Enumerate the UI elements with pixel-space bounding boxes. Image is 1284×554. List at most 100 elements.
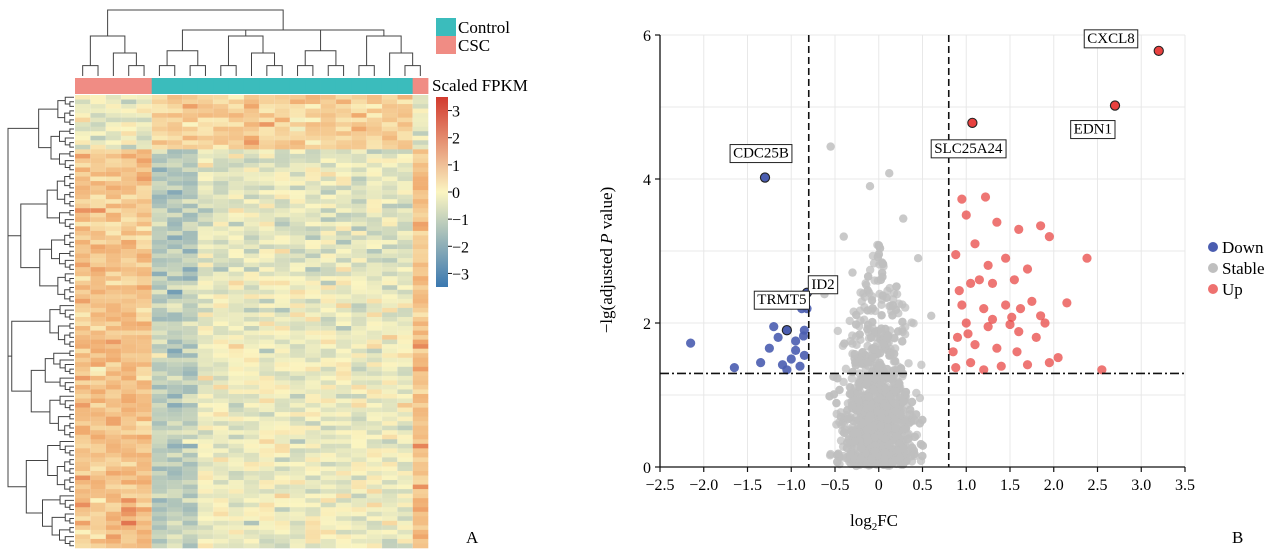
heatmap-cell [197,357,214,363]
stable-point [905,405,915,414]
heatmap-cell [136,380,153,386]
heatmap-cell [90,271,106,277]
heatmap-cell [243,543,260,549]
group-cell [412,78,429,94]
heatmap-cell [167,131,183,137]
heatmap-cell [105,181,122,186]
stable-point [883,415,892,425]
heatmap-cell [274,480,291,485]
heatmap-cell [167,326,183,331]
heatmap-cell [90,181,106,186]
heatmap-cell [351,267,367,272]
heatmap-cell [90,140,106,146]
stable-point [927,311,936,320]
heatmap-cell [136,194,153,200]
heatmap-cell [243,153,260,159]
heatmap-cell [213,511,229,517]
heatmap-cell [243,230,260,236]
heatmap-cell [213,461,229,467]
heatmap-cell [151,230,168,236]
heatmap-cell [105,212,122,218]
group-cell [351,78,368,94]
heatmap-cell [197,330,214,336]
heatmap-cell [320,371,337,377]
heatmap-cell [412,448,429,454]
heatmap-cell [412,294,429,300]
heatmap-cell [197,484,214,490]
heatmap-cell [289,117,306,123]
stable-point [857,444,866,453]
heatmap-cell [136,140,153,146]
heatmap-cell [167,484,183,490]
heatmap-cell [182,353,199,359]
heatmap-cell [228,208,245,214]
heatmap-cell [228,389,245,395]
heatmap-cell [105,289,122,295]
heatmap-cell [320,144,337,150]
heatmap-cell [305,403,321,408]
heatmap-cell [243,403,260,408]
heatmap-cell [213,398,229,404]
heatmap-cell [121,430,137,436]
legend-down-marker [1208,242,1218,252]
heatmap-cell [274,398,291,404]
heatmap-cell [305,244,321,250]
heatmap-cell [151,412,168,417]
heatmap-cell [305,153,321,159]
heatmap-cell [136,353,153,359]
heatmap-cell [151,393,168,399]
heatmap-cell [259,475,275,481]
y-axis-label-b: P [597,233,616,244]
heatmap-cell [243,181,260,186]
heatmap-cell [167,99,183,105]
heatmap-cell [136,425,153,431]
legend-csc-label: CSC [458,36,490,55]
heatmap-cell [75,353,91,359]
heatmap-cell [381,375,398,381]
heatmap-cell [213,203,229,209]
heatmap-cell [259,298,275,304]
heatmap-cell [351,461,367,467]
heatmap-cell [397,398,413,404]
heatmap-cell [335,475,352,481]
heatmap-cell [259,117,275,123]
stable-point [879,339,888,349]
heatmap-cell [381,226,398,232]
heatmap-cell [182,389,199,395]
heatmap-cell [151,249,168,254]
heatmap-cell [105,321,122,327]
heatmap-cell [305,371,321,377]
stable-point [899,397,908,406]
x-axis-label: log2FC [850,511,898,533]
down-point [764,343,774,353]
heatmap-cell [259,421,275,426]
dendrogram-link [50,135,60,160]
heatmap-cell [397,529,413,535]
heatmap-cell [412,144,429,150]
heatmap-cell [151,520,168,526]
heatmap-cell [151,253,168,259]
heatmap-cell [397,448,413,454]
heatmap-cell [335,126,352,132]
heatmap-cell [182,262,199,268]
group-cell [75,78,91,94]
heatmap-cell [167,294,183,300]
stable-point [834,449,843,458]
heatmap-cell [167,362,183,368]
heatmap-cell [167,348,183,354]
heatmap-cell [228,280,245,286]
down-point [773,332,783,342]
heatmap-cell [320,375,337,381]
heatmap-cell [381,144,398,150]
heatmap-cell [320,135,337,141]
heatmap-cell [320,380,337,386]
heatmap-cell [105,244,122,250]
heatmap-cell [366,113,383,118]
heatmap-cell [136,412,153,417]
heatmap-cell [274,271,291,277]
heatmap-cell [121,267,137,272]
heatmap-cell [320,235,337,241]
heatmap-cell [351,543,367,549]
heatmap-cell [197,253,214,259]
